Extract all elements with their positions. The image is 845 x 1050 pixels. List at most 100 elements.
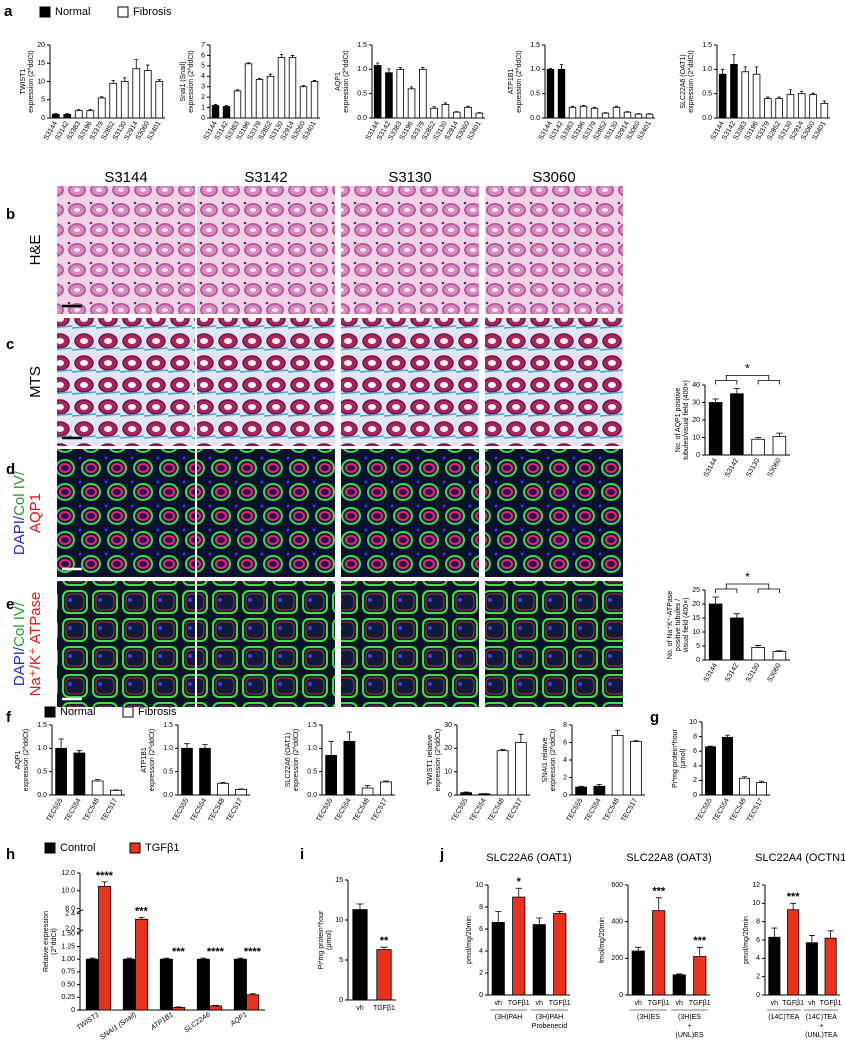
y-tick-label: 10: [752, 900, 760, 907]
error-bar: [268, 73, 273, 77]
x-tick-label: vh: [495, 1000, 503, 1007]
column-header: S3130: [388, 169, 431, 186]
bar: [120, 81, 129, 119]
error-bar: [712, 596, 719, 604]
legend-label: Fibrosis: [133, 6, 172, 18]
row-label: DAPI/Col IV/: [11, 470, 28, 555]
bar: [730, 64, 738, 119]
x-tick-label: TEC517: [505, 797, 524, 823]
y-tick-label: 0: [201, 115, 205, 122]
legend-swatch: [44, 842, 56, 854]
y-tick-label: 6: [201, 52, 205, 59]
error-bar: [88, 109, 92, 111]
x-tick-label: TGFβ1: [648, 1000, 670, 1007]
bar: [739, 777, 751, 796]
error-bar: [202, 744, 208, 749]
bar: [553, 913, 567, 996]
y-axis-label: AQP1: [15, 751, 22, 770]
bar: [764, 98, 772, 119]
error-bar: [312, 80, 317, 82]
y-tick-label: 5: [41, 97, 45, 104]
bar: [772, 651, 787, 661]
micrograph: [341, 449, 479, 577]
bar: [310, 81, 319, 119]
x-tick-label: S3144: [703, 662, 719, 683]
error-bar: [126, 957, 133, 960]
error-bar: [811, 92, 815, 95]
error-bar: [398, 66, 402, 70]
y-tick-label: 0: [41, 115, 45, 122]
y-tick-label: 6: [563, 739, 567, 746]
y-tick-label: 0.5: [163, 769, 173, 776]
bar: [246, 994, 260, 1011]
error-bar: [387, 68, 391, 73]
x-tick-label: TEC554: [334, 797, 353, 823]
significance-label: ***: [135, 905, 149, 917]
error-bar: [175, 1006, 182, 1008]
bar: [634, 113, 643, 119]
x-tick-label: TEC548: [82, 797, 101, 823]
error-bar: [676, 973, 683, 975]
error-bar: [146, 64, 150, 71]
x-tick-label: SNAI1 (Snail): [99, 1011, 138, 1041]
y-tick-label: 0: [693, 792, 697, 799]
bar: [299, 86, 308, 119]
y-axis-label: (μmol): [326, 930, 333, 950]
error-bar: [559, 64, 564, 70]
y-tick-label: 10: [689, 719, 697, 726]
error-bar: [578, 785, 584, 788]
y-axis-label: pmol/mg/20min: [466, 916, 473, 964]
x-tick-label: TEC555: [316, 797, 335, 823]
error-bar: [827, 930, 834, 939]
significance-label: ****: [244, 946, 262, 958]
column-header: S3060: [532, 169, 575, 186]
panel-label: c: [6, 336, 14, 353]
error-bar: [633, 740, 639, 742]
legend-label: Normal: [60, 706, 95, 718]
x-tick-label: TEC555: [46, 797, 65, 823]
error-bar: [758, 780, 765, 783]
bar: [343, 740, 356, 796]
error-bar: [733, 613, 741, 618]
bar: [135, 918, 149, 1011]
y-tick-label: 10: [475, 882, 483, 889]
error-bar: [720, 68, 725, 75]
y-tick-label: 4: [479, 948, 483, 955]
y-axis-label: Pi*mg protein*hour: [672, 728, 679, 787]
significance-label: ***: [172, 946, 186, 958]
error-bar: [707, 745, 714, 747]
bar: [91, 780, 104, 796]
bar: [407, 88, 416, 119]
y-tick-label: 15: [37, 60, 45, 67]
x-tick-label: vh: [635, 1000, 643, 1007]
panel-label: j: [439, 846, 444, 863]
row-label-part: Na⁺/K⁺ ATPase: [27, 592, 44, 697]
y-tick-label: 5: [201, 63, 205, 70]
bar: [532, 924, 546, 996]
error-bar: [200, 957, 207, 960]
bar: [496, 750, 509, 796]
x-tick-label: TGFβ1: [689, 1000, 711, 1007]
error-bar: [364, 785, 371, 788]
bar: [419, 68, 427, 119]
y-axis-label: expression (2^ddCt): [688, 50, 695, 112]
y-tick-label: 1.5: [37, 722, 47, 729]
y-tick-label: 0: [696, 657, 700, 664]
bar: [786, 94, 795, 119]
micrograph: [485, 449, 623, 577]
y-tick-label: 30: [444, 722, 452, 729]
error-bar: [138, 916, 145, 920]
y-axis-label: SLC22A6 (OAT1): [285, 733, 292, 787]
y-tick-label: 0: [71, 1007, 75, 1014]
y-tick-label: 2: [693, 777, 697, 784]
y-tick-label: 12.0: [61, 870, 75, 877]
y-tick-label: 15: [692, 615, 700, 622]
y-axis-label: SLC22A6 (OAT1): [680, 54, 687, 108]
bar: [143, 70, 152, 119]
bar: [491, 922, 505, 996]
legend-swatch: [129, 842, 141, 854]
group-label: (3H)ES: [678, 1014, 701, 1021]
micrograph: [197, 318, 335, 446]
micrograph: [197, 581, 335, 707]
y-axis-label: expression (2^ddCt): [188, 50, 195, 112]
